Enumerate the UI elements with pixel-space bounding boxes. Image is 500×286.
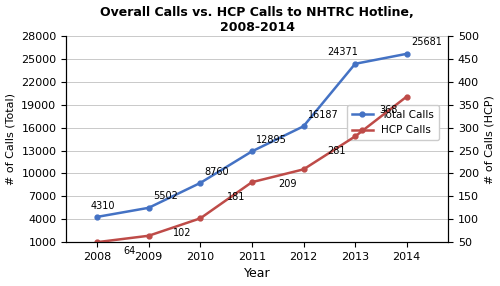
Total Calls bbox=[300, 124, 306, 128]
X-axis label: Year: Year bbox=[244, 267, 270, 281]
Text: 64: 64 bbox=[124, 246, 136, 256]
HCP Calls bbox=[198, 217, 203, 220]
Text: 25681: 25681 bbox=[411, 37, 442, 47]
HCP Calls bbox=[404, 95, 409, 98]
HCP Calls bbox=[300, 168, 306, 171]
Title: Overall Calls vs. HCP Calls to NHTRC Hotline,
2008-2014: Overall Calls vs. HCP Calls to NHTRC Hot… bbox=[100, 5, 414, 33]
Total Calls bbox=[249, 150, 255, 153]
Text: 5502: 5502 bbox=[153, 191, 178, 201]
Line: HCP Calls: HCP Calls bbox=[94, 94, 409, 245]
Total Calls bbox=[146, 206, 152, 210]
Text: 8760: 8760 bbox=[204, 167, 229, 177]
Total Calls bbox=[404, 52, 409, 55]
HCP Calls bbox=[249, 180, 255, 184]
Y-axis label: # of Calls (HCP): # of Calls (HCP) bbox=[484, 95, 494, 184]
Text: 102: 102 bbox=[172, 229, 191, 239]
Line: Total Calls: Total Calls bbox=[94, 51, 409, 219]
Text: 16187: 16187 bbox=[308, 110, 338, 120]
Y-axis label: # of Calls (Total): # of Calls (Total) bbox=[6, 93, 16, 185]
Text: 12895: 12895 bbox=[256, 135, 287, 145]
Text: 368: 368 bbox=[379, 105, 398, 115]
Total Calls bbox=[198, 181, 203, 185]
HCP Calls bbox=[146, 234, 152, 237]
Text: 281: 281 bbox=[328, 146, 346, 156]
Text: 209: 209 bbox=[278, 179, 297, 189]
Total Calls bbox=[94, 215, 100, 219]
HCP Calls bbox=[94, 241, 100, 244]
Text: 4310: 4310 bbox=[90, 200, 114, 210]
Text: 24371: 24371 bbox=[328, 47, 358, 57]
HCP Calls bbox=[352, 135, 358, 138]
Legend: Total Calls, HCP Calls: Total Calls, HCP Calls bbox=[346, 105, 439, 140]
Text: 181: 181 bbox=[227, 192, 246, 202]
Total Calls bbox=[352, 62, 358, 65]
